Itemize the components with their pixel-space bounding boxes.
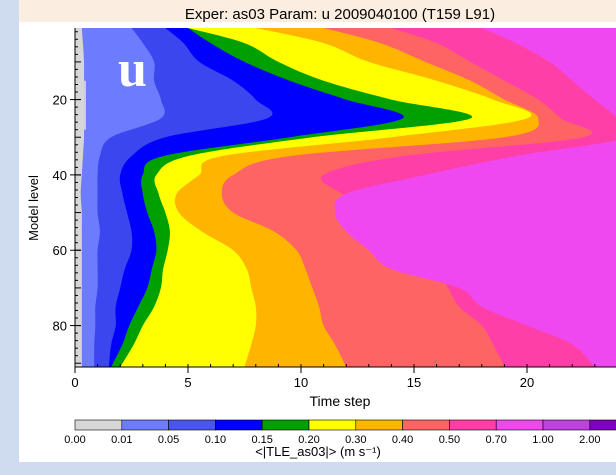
- y-tick-label: 60: [53, 243, 67, 258]
- x-tick-label: 0: [71, 375, 78, 390]
- colorbar-swatch: [495, 419, 544, 431]
- colorbar-tick-label: 0.01: [111, 434, 132, 446]
- left-background-strip: [0, 0, 19, 475]
- colorbar-swatch: [355, 419, 403, 431]
- colorbar-tick-label: 2.00: [579, 434, 600, 446]
- x-tick-label: 20: [520, 375, 534, 390]
- colorbar-swatch: [542, 419, 591, 431]
- colorbar-tick-label: 0.70: [485, 434, 506, 446]
- colorbar-swatch: [449, 419, 497, 431]
- colorbar-swatch: [215, 419, 263, 431]
- x-tick-label: 15: [407, 375, 421, 390]
- x-tick-label: 10: [294, 375, 308, 390]
- x-tick-label: 5: [184, 375, 191, 390]
- x-axis-label: Time step: [310, 393, 371, 409]
- colorbar-tick-label: 0.00: [64, 434, 85, 446]
- colorbar-tick-label: 1.00: [532, 434, 553, 446]
- colorbar-swatch: [261, 419, 310, 431]
- colorbar-swatch: [589, 419, 616, 431]
- colorbar-label: <|TLE_as03|> (m s⁻¹): [255, 444, 381, 459]
- colorbar-tick-label: 0.50: [439, 434, 460, 446]
- colorbar-tick-label: 0.15: [251, 434, 272, 446]
- colorbar-swatch: [308, 419, 357, 431]
- contour-band-9: [334, 28, 616, 367]
- colorbar-swatch: [168, 419, 216, 431]
- colorbar-tick-label: 0.40: [392, 434, 413, 446]
- bottom-background-strip: [0, 462, 616, 475]
- colorbar-tick-label: 0.20: [298, 434, 319, 446]
- plot-area: [75, 28, 616, 367]
- contour-patch-low: [81, 80, 86, 130]
- panel-label: u: [118, 41, 147, 98]
- contour-patch-high: [538, 189, 616, 235]
- colorbar-tick-label: 0.10: [205, 434, 226, 446]
- colorbar-swatch: [74, 419, 123, 431]
- colorbar-tick-label: 0.30: [345, 434, 366, 446]
- y-axis-label: Model level: [26, 175, 41, 241]
- y-tick-label: 20: [53, 93, 67, 108]
- y-tick-label: 40: [53, 168, 67, 183]
- colorbar: 0.00 0.01 0.05 0.10 0.15 0.20 0.30 0.40 0.50 0.70…: [64, 419, 616, 446]
- colorbar-tick-label: 0.05: [158, 434, 179, 446]
- y-tick-label: 80: [53, 319, 67, 334]
- chart-title: Exper: as03 Param: u 2009040100 (T159 L9…: [185, 6, 495, 23]
- axes: 20 40 60 80 0 5 10 15 20: [53, 28, 616, 390]
- top-background-strip: [0, 0, 616, 22]
- colorbar-swatch: [402, 419, 450, 431]
- colorbar-swatch: [121, 419, 169, 431]
